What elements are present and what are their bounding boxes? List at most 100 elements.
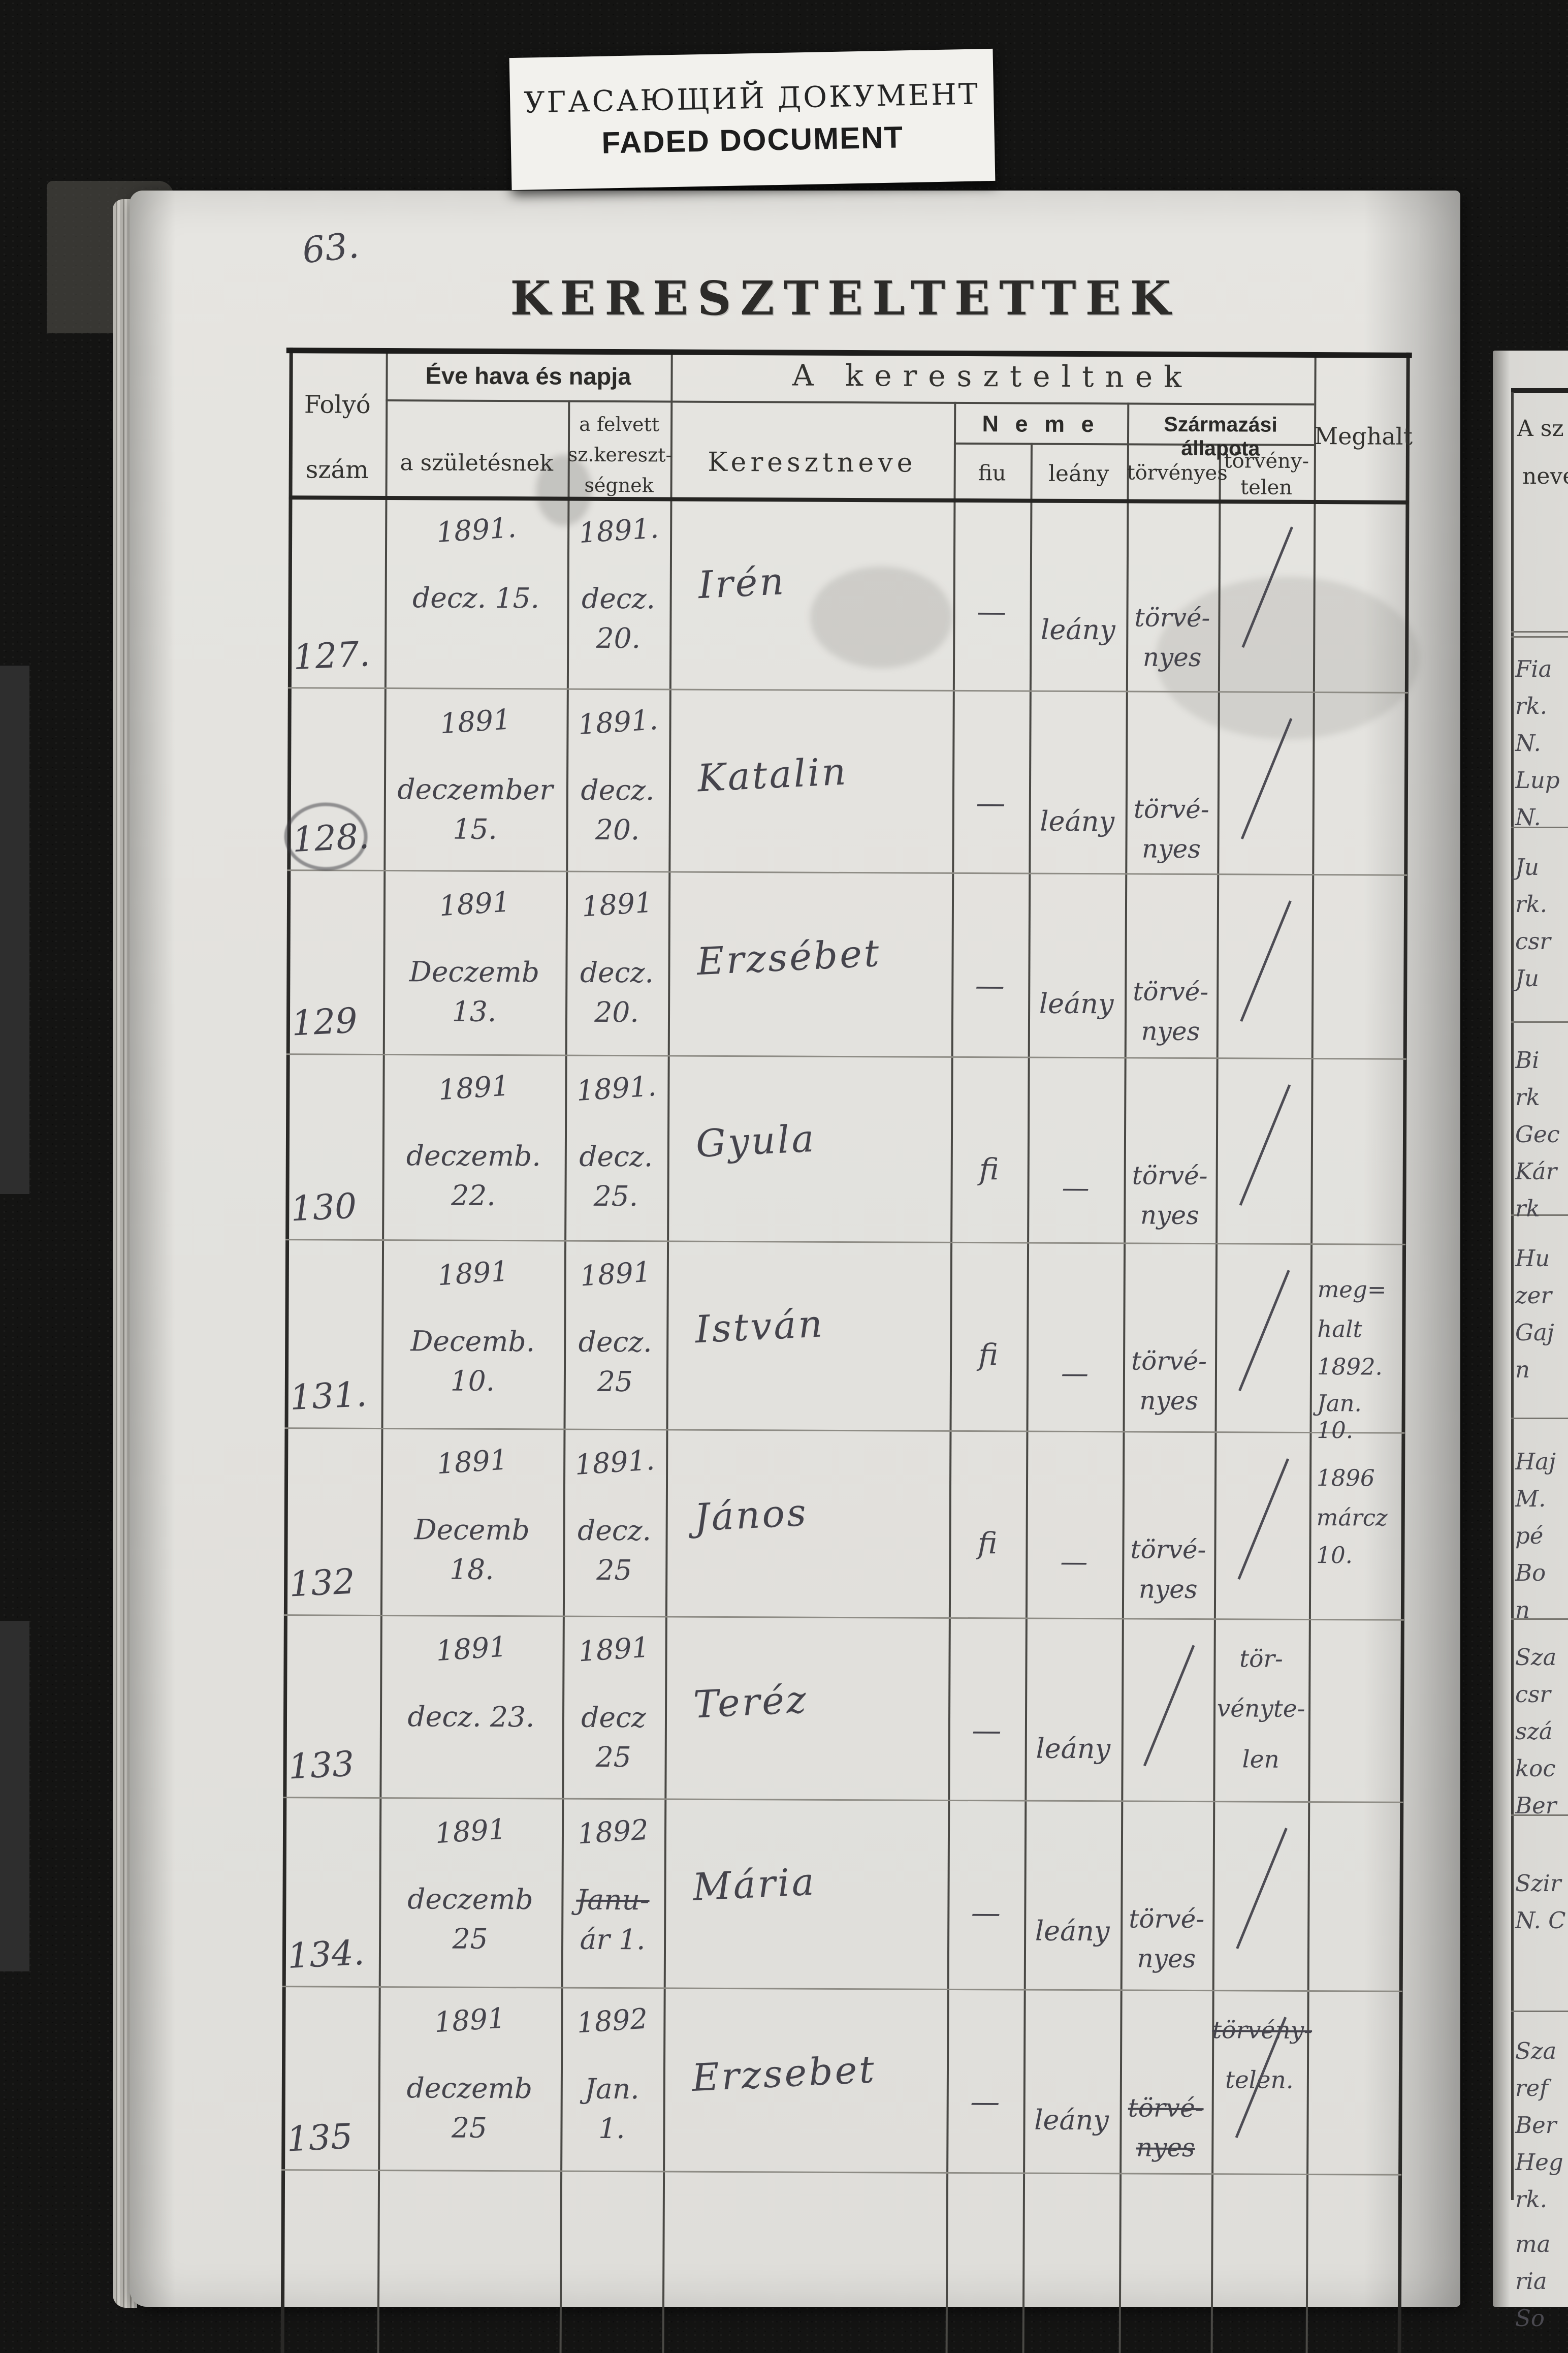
- next-page-fragment: Ju: [1515, 965, 1540, 992]
- baptism-day: 25: [596, 1553, 632, 1587]
- birth-date-cell: 1891 decz. 23.: [379, 1615, 563, 1798]
- birth-year: 1891: [439, 703, 512, 740]
- legitimacy-slash-mark: [1240, 718, 1292, 840]
- given-name: Irén: [697, 559, 787, 608]
- next-page-fragment: Kár: [1515, 1158, 1557, 1185]
- sex-fiu-cell: —: [947, 1800, 1025, 1989]
- death-note-line: [1316, 1578, 1402, 1579]
- baptism-date-cell: 1891 decz 25: [562, 1616, 665, 1799]
- legitimacy-slash-mark: [1239, 1084, 1291, 1206]
- baptism-month: decz.: [581, 582, 656, 615]
- book-edge-strip: [0, 666, 29, 1194]
- entry-number: 135: [285, 2116, 354, 2160]
- birth-month: decz. 23.: [407, 1700, 535, 1734]
- birth-month: Decemb.: [410, 1325, 535, 1358]
- baptism-date-cell: 1892 Janu- ár 1.: [561, 1798, 665, 1988]
- table-row: 128. 1891 deczember 15. 1891. decz. 20. …: [284, 687, 1408, 874]
- birth-date-cell: 1891 Decemb 18.: [380, 1428, 564, 1616]
- torvenyes-word-2: nyes: [1142, 642, 1202, 673]
- next-page-fragment: Fia: [1515, 655, 1552, 682]
- death-note-line: [1319, 946, 1405, 947]
- given-name: István: [694, 1302, 825, 1352]
- next-page-rule: [1511, 827, 1568, 828]
- table-row: 131. 1891 Decemb. 10. 1891 decz. 25 Istv…: [285, 1239, 1406, 1444]
- birth-day: 10.: [450, 1364, 495, 1397]
- legitimacy-torvenyes-cell: törvé- nyes: [1125, 691, 1218, 873]
- death-note-line: [1320, 724, 1406, 725]
- entry-number: 130: [290, 1186, 358, 1230]
- next-page-fragment: n: [1515, 1356, 1530, 1383]
- next-page-fragment: Sza: [1515, 1644, 1557, 1671]
- table-row: 133 1891 decz. 23. 1891 decz 25 Teréz — …: [283, 1614, 1404, 1802]
- baptism-date-cell: 1891 decz. 25: [563, 1240, 667, 1429]
- sex-mark-leany: leány: [1040, 805, 1115, 838]
- death-note-line: [1318, 1090, 1404, 1091]
- legitimacy-torvenytelen-cell: [1212, 1801, 1308, 1990]
- stain: [810, 567, 952, 668]
- next-page-fragment: Ber: [1515, 1792, 1557, 1819]
- given-name: Katalin: [696, 749, 849, 801]
- table-row: 129 1891 Deczemb 13. 1891 decz. 20. Erzs…: [286, 869, 1407, 1058]
- page-title: KERESZTELTETTEK: [510, 271, 1180, 326]
- legitimacy-slash-mark: [1235, 1828, 1288, 1950]
- birth-month: Decemb: [414, 1513, 530, 1547]
- baptism-date-cell: 1891 decz. 20.: [565, 871, 669, 1055]
- death-note-line: [1319, 1020, 1405, 1021]
- torvenytelen-word-3: [1216, 1184, 1311, 1185]
- legitimacy-slash-mark: [1239, 900, 1292, 1022]
- torvenytelen-word-1: [1215, 1269, 1310, 1270]
- torvenyes-word-1: törvé-: [1132, 1160, 1208, 1191]
- sex-mark-leany: leány: [1039, 987, 1114, 1020]
- birth-month: deczemb: [406, 2072, 533, 2105]
- sex-leany-cell: leány: [1024, 1800, 1122, 1990]
- given-name-cell: Teréz: [664, 1616, 949, 1799]
- next-page-rule: [1511, 1618, 1568, 1620]
- birth-year: 1891: [433, 2001, 506, 2039]
- stain: [1156, 577, 1420, 739]
- next-page-header-2: neve: [1522, 463, 1568, 489]
- given-name-cell: Mária: [664, 1798, 948, 1988]
- legitimacy-torvenytelen-cell: [1215, 1057, 1311, 1243]
- baptism-year: 1891: [581, 886, 654, 923]
- next-page-rule: [1511, 1814, 1568, 1816]
- birth-year: 1891: [436, 1254, 510, 1292]
- baptism-day: 20.: [594, 995, 639, 1029]
- given-name-cell: Erzsebet: [663, 1987, 947, 2172]
- baptism-month: decz.: [580, 956, 654, 989]
- birth-date-cell: 1891 deczemb. 22.: [382, 1054, 565, 1240]
- sex-mark-fiu: —: [970, 2084, 1000, 2119]
- page-left-fold: [130, 191, 175, 2307]
- next-page-fragment: csr: [1515, 1681, 1551, 1708]
- birth-date-cell: 1891 deczemb 25: [378, 1986, 561, 2171]
- death-note-line: [1316, 1765, 1402, 1766]
- sex-mark-fiu: —: [972, 1713, 1002, 1748]
- baptism-year: 1891: [579, 1255, 652, 1293]
- baptism-date-cell: 1891. decz. 20.: [567, 497, 670, 689]
- sex-mark-fiu: —: [971, 1895, 1001, 1930]
- sex-mark-leany: —: [1061, 1357, 1089, 1390]
- entry-number-cell: 133: [283, 1614, 380, 1797]
- baptism-month: decz.: [579, 1140, 653, 1173]
- legitimacy-torvenytelen-cell: [1214, 1431, 1310, 1619]
- header-sz-kereszt: sz.kereszt-: [567, 443, 673, 466]
- birth-date-cell: 1891 Decemb. 10.: [381, 1239, 564, 1429]
- banner-english-text: FADED DOCUMENT: [601, 119, 904, 160]
- torvenyes-word-2: nyes: [1140, 1200, 1199, 1231]
- ink-blot: [284, 802, 368, 871]
- baptism-day: 25: [597, 1365, 633, 1398]
- entry-number-cell: 132: [284, 1427, 381, 1615]
- sex-mark-fiu: fi: [977, 1526, 998, 1561]
- death-note-cell: [1310, 1058, 1406, 1244]
- given-name: Teréz: [692, 1677, 809, 1727]
- torvenyes-word-1: törvé-: [1129, 1904, 1205, 1934]
- entry-number: 133: [287, 1744, 356, 1787]
- header-folyo-bottom: szám: [305, 455, 369, 484]
- sex-fiu-cell: —: [946, 1989, 1024, 2173]
- death-note-cell: 1896 márcz 10.: [1309, 1432, 1405, 1619]
- next-page-fragment: zer: [1515, 1282, 1552, 1309]
- birth-date-cell: 1891 Deczemb 13.: [383, 870, 566, 1055]
- next-page-rule: [1511, 1418, 1568, 1419]
- baptism-date-cell: 1892 Jan. 1.: [560, 1987, 664, 2171]
- next-page-fragment: szá: [1515, 1718, 1553, 1745]
- torvenytelen-word-3: [1217, 1000, 1311, 1001]
